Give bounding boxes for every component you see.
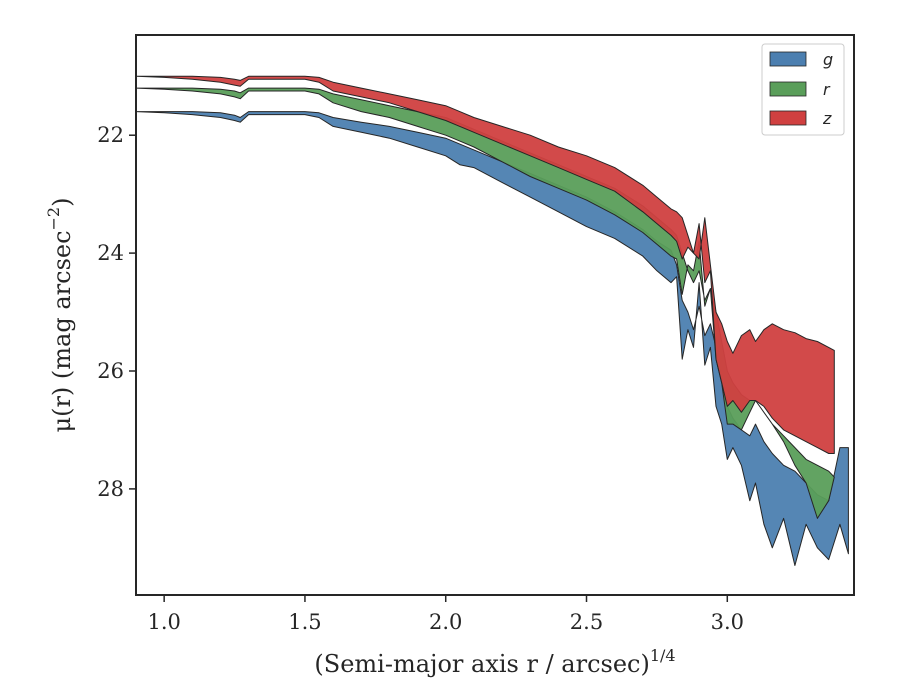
y-axis-label-superscript: −2	[44, 207, 63, 231]
x-tick-label: 2.0	[429, 610, 462, 634]
legend-swatch-g	[769, 51, 807, 67]
x-tick-label: 2.5	[570, 610, 603, 634]
legend-label-r: r	[823, 80, 831, 99]
legend-label-g: g	[823, 50, 833, 69]
x-axis-label-text: (Semi-major axis r / arcsec)	[314, 650, 649, 678]
legend: g r z	[761, 43, 845, 136]
x-axis-label: (Semi-major axis r / arcsec)1/4	[314, 646, 675, 678]
legend-swatch-z	[769, 110, 807, 126]
y-axis-label-text: μ(r) (mag arcsec	[48, 230, 76, 432]
y-axis-ticks: 22 24 26 28	[97, 123, 136, 501]
band-z	[135, 75, 835, 454]
x-axis-label-superscript: 1/4	[650, 646, 676, 665]
band-g	[135, 111, 849, 566]
y-tick-label: 24	[97, 241, 124, 265]
x-tick-label: 1.5	[288, 610, 321, 634]
y-tick-label: 28	[97, 477, 124, 501]
x-axis-ticks: 1.0 1.5 2.0 2.5 3.0	[147, 595, 744, 634]
x-tick-label: 1.0	[147, 610, 180, 634]
plot-frame	[135, 34, 855, 596]
legend-label-z: z	[822, 109, 832, 128]
y-tick-label: 26	[97, 359, 124, 383]
band-layer	[135, 75, 849, 566]
y-tick-label: 22	[97, 123, 124, 147]
y-axis-label: μ(r) (mag arcsec−2)	[44, 198, 76, 433]
legend-swatch-r	[769, 81, 807, 97]
y-axis-label-close: )	[48, 198, 76, 207]
x-tick-label: 3.0	[711, 610, 744, 634]
